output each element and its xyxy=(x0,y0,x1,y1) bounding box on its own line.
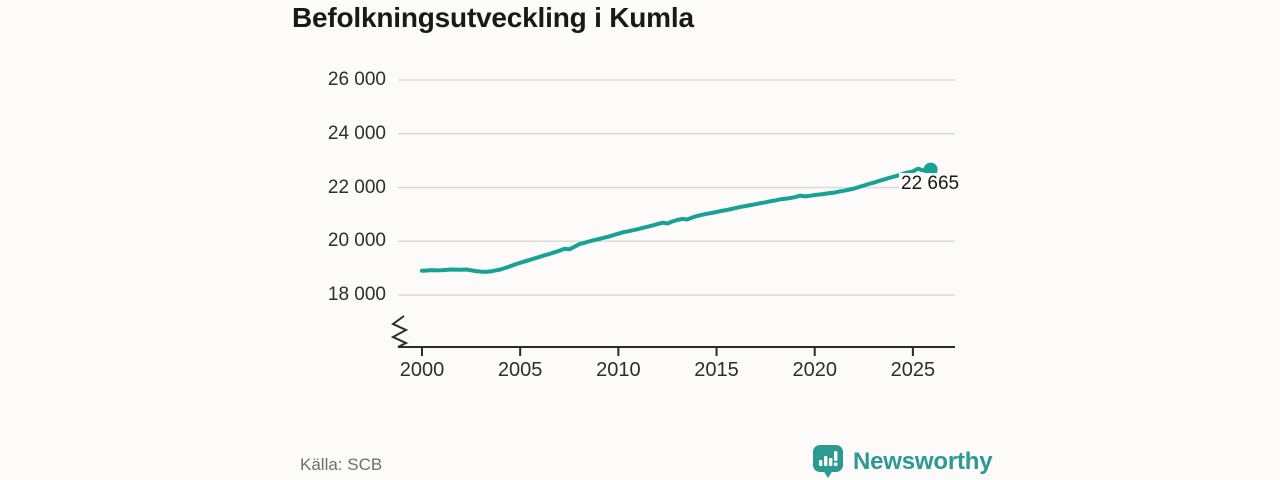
y-axis-label: 20 000 xyxy=(327,230,386,252)
x-axis-label: 2020 xyxy=(792,359,837,381)
y-axis-label: 26 000 xyxy=(327,69,386,90)
y-axis-label: 24 000 xyxy=(327,122,386,144)
newsworthy-logo[interactable]: Newsworthy xyxy=(810,443,993,480)
x-axis xyxy=(390,315,955,356)
newsworthy-icon xyxy=(813,445,843,478)
x-axis-label: 2010 xyxy=(596,359,641,381)
population-line xyxy=(420,162,938,274)
end-value-label: 22 665 xyxy=(899,173,962,195)
x-axis-label: 2005 xyxy=(497,359,543,381)
x-axis-label: 2000 xyxy=(399,359,445,381)
axis-break-icon xyxy=(390,315,955,348)
newsworthy-wordmark: Newsworthy xyxy=(853,447,993,475)
y-axis-label: 22 000 xyxy=(327,176,386,198)
x-axis-label: 2015 xyxy=(694,359,739,381)
y-axis-label: 18 000 xyxy=(327,284,386,305)
source-note: Källa: SCB xyxy=(300,455,383,474)
gridlines xyxy=(398,79,955,296)
chart-title: Befolkningsutveckling i Kumla xyxy=(292,2,694,33)
x-axis-label: 2025 xyxy=(890,359,936,381)
series-line xyxy=(420,166,933,274)
